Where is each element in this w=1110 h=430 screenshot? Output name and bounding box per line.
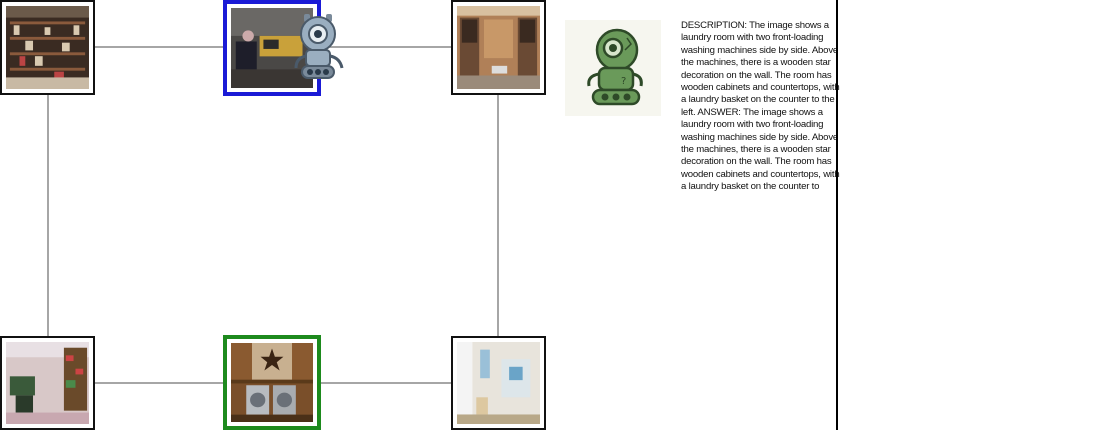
room-thumbnail xyxy=(231,8,313,88)
room-thumbnail xyxy=(231,343,313,422)
room-node-bottom-middle[interactable] xyxy=(223,335,321,430)
room-thumbnail xyxy=(6,342,89,424)
graph-edges xyxy=(47,46,499,384)
room-node-bottom-right[interactable] xyxy=(451,336,546,430)
robot-thinking-icon: ? xyxy=(565,20,661,116)
robot-icon xyxy=(290,12,346,82)
room-node-top-right[interactable] xyxy=(451,0,546,95)
room-thumbnail xyxy=(6,6,89,89)
room-node-bottom-left[interactable] xyxy=(0,336,95,430)
answer-description: DESCRIPTION: The image shows a laundry r… xyxy=(681,20,840,193)
room-node-top-left[interactable] xyxy=(0,0,95,95)
panel-divider xyxy=(836,0,838,430)
svg-text:?: ? xyxy=(621,76,626,87)
room-thumbnail xyxy=(457,342,540,424)
room-thumbnail xyxy=(457,6,540,89)
